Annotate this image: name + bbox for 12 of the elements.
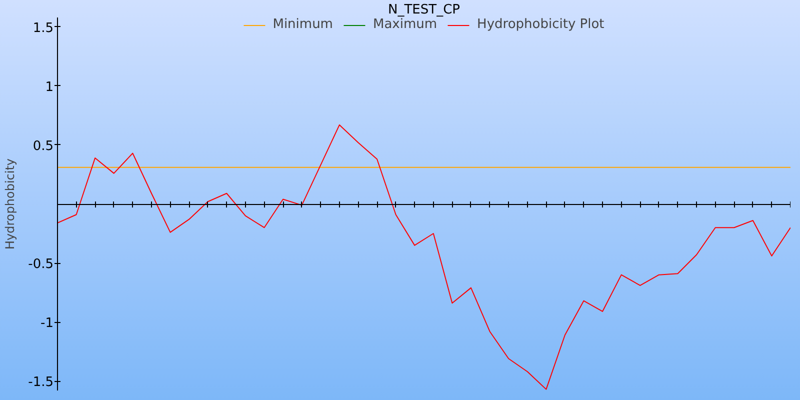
y-tick-label: 0.5 [32, 138, 54, 154]
y-tick-label: -1.5 [28, 375, 54, 390]
y-tick-label: 1 [45, 80, 54, 95]
line-series [58, 124, 790, 390]
y-tick-label: -1 [40, 316, 54, 332]
y-axis-title: Hydrophobicity [3, 158, 18, 250]
legend-label: Maximum [372, 17, 438, 32]
y-tick-label: -0.5 [28, 257, 54, 272]
legend-label: Minimum [272, 17, 333, 32]
y-tick-label: 1.5 [32, 20, 54, 36]
legend-label: Hydrophobicity Plot [477, 17, 604, 32]
chart-title: N_TEST_CP [388, 2, 460, 18]
